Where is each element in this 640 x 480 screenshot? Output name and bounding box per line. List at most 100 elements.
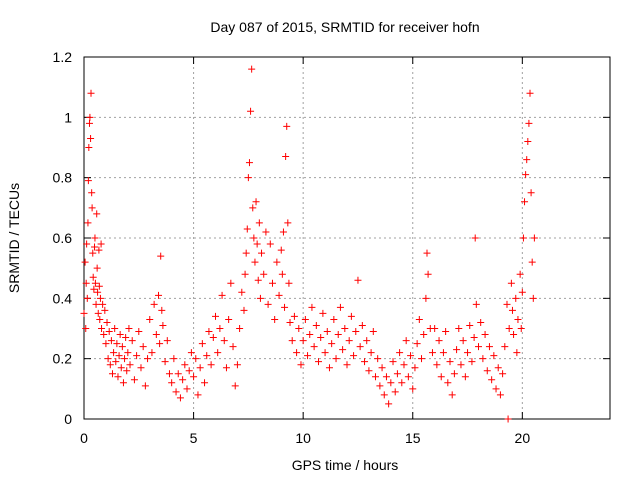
data-point [150, 300, 158, 308]
data-point [91, 279, 99, 287]
data-point [159, 321, 167, 329]
data-point [354, 276, 362, 284]
data-point [89, 249, 97, 257]
data-point [380, 391, 388, 399]
data-point [518, 288, 526, 296]
data-point [387, 379, 395, 387]
data-point [466, 321, 474, 329]
data-point [106, 361, 114, 369]
data-point [468, 358, 476, 366]
data-point [241, 270, 249, 278]
data-point [233, 361, 241, 369]
data-point [135, 328, 143, 336]
data-point [179, 376, 187, 384]
data-point [279, 228, 287, 236]
data-point [252, 198, 260, 206]
data-point [330, 315, 338, 323]
data-point [517, 325, 525, 332]
y-tick-label: 0.6 [53, 230, 73, 246]
data-point [133, 352, 141, 360]
data-point [391, 388, 399, 396]
data-point [214, 349, 222, 357]
data-point [93, 210, 101, 218]
data-point [464, 349, 472, 357]
data-point [297, 361, 305, 369]
data-point [130, 376, 138, 384]
data-point [119, 379, 127, 387]
data-point [107, 337, 115, 345]
data-point [126, 361, 134, 369]
data-point [277, 246, 285, 254]
y-axis-label: SRMTID / TECUs [6, 183, 22, 293]
data-point [113, 340, 121, 348]
data-point [146, 315, 154, 323]
data-point [116, 331, 124, 339]
data-point [415, 315, 423, 323]
data-point [266, 240, 274, 248]
data-point [95, 282, 103, 290]
data-point [157, 252, 165, 260]
data-point [158, 306, 166, 314]
data-point [382, 373, 390, 381]
data-point [505, 325, 513, 332]
data-point [501, 343, 509, 351]
data-point [227, 279, 235, 287]
data-point [248, 65, 256, 73]
data-point [183, 385, 191, 393]
y-tick-label: 1.2 [53, 49, 73, 65]
data-point [108, 370, 116, 378]
data-point [450, 370, 458, 378]
data-point [301, 315, 309, 323]
data-point [222, 364, 230, 372]
data-point [117, 364, 125, 372]
data-point [525, 119, 533, 127]
data-point [527, 189, 535, 197]
y-tick-label: 0.2 [53, 351, 73, 367]
data-point [470, 334, 478, 342]
data-point [102, 340, 110, 348]
data-point [115, 352, 123, 360]
data-point [100, 331, 108, 339]
data-point [254, 276, 262, 284]
data-point [245, 159, 253, 167]
data-point [203, 352, 211, 360]
data-point [244, 174, 252, 182]
data-point [80, 309, 88, 317]
data-point [105, 328, 113, 336]
data-point [398, 379, 406, 387]
data-point [510, 331, 518, 339]
data-point [110, 349, 118, 357]
data-point [347, 312, 355, 320]
data-point [378, 364, 386, 372]
data-point [111, 325, 119, 332]
data-point [260, 270, 268, 278]
data-point [295, 325, 303, 332]
data-point [365, 367, 373, 375]
data-point [490, 352, 498, 360]
data-point [310, 343, 318, 351]
x-tick-label: 5 [190, 430, 198, 446]
data-point [104, 355, 112, 363]
data-point [95, 246, 103, 254]
y-tick-label: 1 [64, 109, 72, 125]
data-point [262, 228, 270, 236]
data-point [98, 325, 106, 332]
data-point [453, 346, 461, 354]
data-point [256, 294, 264, 302]
data-point [376, 382, 384, 390]
x-axis-label: GPS time / hours [292, 457, 399, 473]
data-point [198, 340, 206, 348]
data-point [411, 364, 419, 372]
data-point [273, 258, 281, 266]
data-point [152, 331, 160, 339]
data-point [418, 355, 426, 363]
data-point [424, 270, 432, 278]
data-point [163, 337, 171, 345]
data-point [389, 358, 397, 366]
data-point [172, 388, 180, 396]
data-point [524, 137, 532, 145]
data-point [312, 321, 320, 329]
data-point [437, 373, 445, 381]
data-point [240, 306, 248, 314]
data-point [196, 364, 204, 372]
